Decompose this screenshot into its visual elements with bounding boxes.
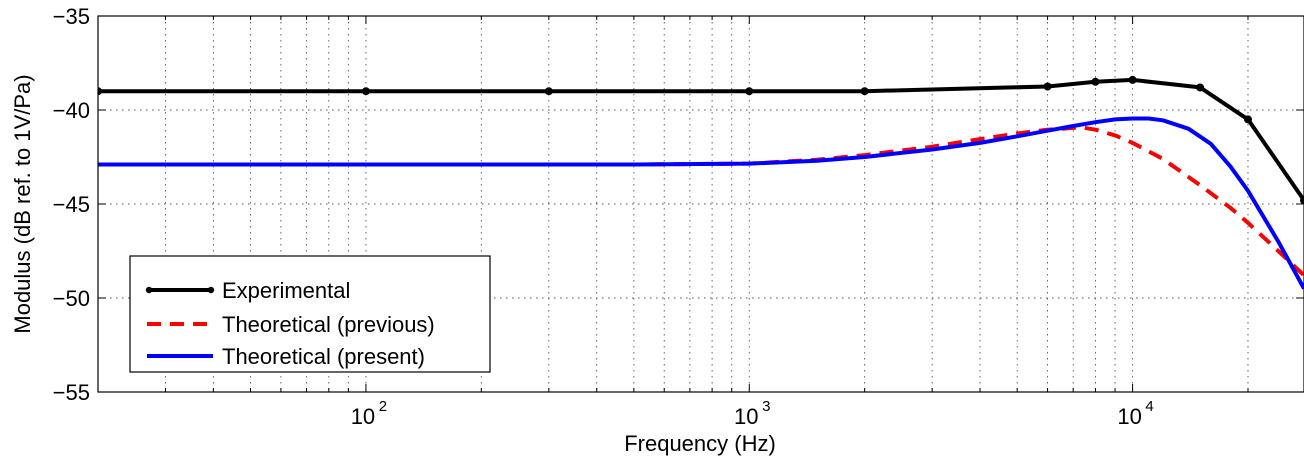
y-tick-label: −50	[53, 286, 90, 311]
legend-box	[129, 255, 491, 373]
data-point	[1091, 77, 1100, 86]
data-point	[544, 87, 553, 96]
y-tick-label: −35	[53, 4, 90, 29]
x-tick-label-exponent: 2	[379, 398, 387, 415]
legend-marker	[207, 286, 215, 294]
x-axis-label: Frequency (Hz)	[624, 431, 776, 456]
data-point	[860, 87, 869, 96]
x-tick-label: 10	[734, 404, 758, 429]
x-tick-label: 10	[1117, 404, 1141, 429]
data-point	[1128, 75, 1137, 84]
legend-label-theoretical-previous: Theoretical (previous)	[222, 312, 435, 337]
legend-entry-experimental: Experimental	[145, 278, 350, 303]
legend-label-experimental: Experimental	[222, 278, 350, 303]
y-tick-label: −55	[53, 380, 90, 405]
legend: Experimental Theoretical (previous) Theo…	[129, 255, 491, 373]
legend-marker	[145, 286, 153, 294]
data-point	[745, 87, 754, 96]
data-point	[1043, 82, 1052, 91]
x-tick-label-exponent: 3	[762, 398, 770, 415]
series-line-theoretical-present	[98, 116, 1304, 290]
x-tick-label: 10	[351, 404, 375, 429]
y-tick-label: −40	[53, 98, 90, 123]
data-point	[1243, 115, 1252, 124]
y-axis-label: Modulus (dB ref. to 1V/Pa)	[10, 74, 35, 333]
legend-label-theoretical-present: Theoretical (present)	[222, 344, 425, 369]
series-line-experimental	[98, 77, 1304, 202]
legend-entry-theoretical-present: Theoretical (present)	[147, 344, 425, 369]
legend-entry-theoretical-previous: Theoretical (previous)	[147, 312, 435, 337]
data-point	[98, 87, 102, 96]
data-point	[1196, 83, 1205, 92]
data-point	[361, 87, 370, 96]
y-tick-label: −45	[53, 192, 90, 217]
x-tick-label-exponent: 4	[1145, 398, 1153, 415]
series-line-theoretical-previous	[98, 125, 1304, 277]
data-point	[1300, 196, 1304, 205]
plot-series	[98, 75, 1304, 290]
